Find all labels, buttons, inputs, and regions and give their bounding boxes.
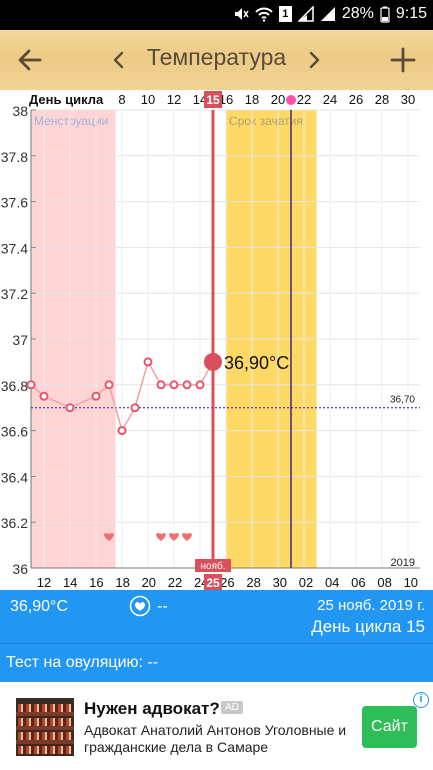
menstruation-label: Менструации: [34, 114, 108, 128]
bottom-tick-label: 02: [299, 575, 313, 590]
top-tick-label: 12: [167, 92, 181, 107]
add-icon[interactable]: [387, 44, 419, 76]
info-bar: 36,90°C -- 25 нояб. 2019 г. День цикла 1…: [0, 590, 433, 643]
y-tick-label: 36: [12, 561, 28, 577]
mute-icon: [234, 8, 249, 20]
temperature-point: [117, 426, 127, 436]
bottom-tick-label: 12: [37, 575, 51, 590]
bottom-tick-label: 30: [273, 575, 287, 590]
top-tick-label: 18: [245, 92, 259, 107]
bottom-tick-label: 26: [220, 575, 234, 590]
temperature-point: [130, 403, 140, 413]
heart-mark: [182, 533, 192, 541]
top-tick-label: 22: [297, 92, 311, 107]
top-tick-label: 14: [193, 92, 207, 107]
ad-image: [16, 698, 74, 756]
selected-temperature-label: 36,90°C: [224, 353, 289, 373]
y-tick-label: 37: [12, 332, 28, 348]
bottom-tick-label: 06: [351, 575, 365, 590]
year-label: 2019: [391, 557, 415, 569]
y-tick-label: 37.4: [1, 240, 28, 256]
selected-date: 25 нояб. 2019 г.: [317, 597, 425, 614]
bottom-tick-label: 10: [404, 575, 418, 590]
y-tick-label: 37.2: [1, 286, 28, 302]
bottom-tick-label: 28: [246, 575, 260, 590]
month-label: нояб.: [200, 560, 225, 572]
ad-info-icon[interactable]: i: [413, 692, 429, 708]
sim-icon: 1: [278, 6, 292, 22]
temperature-point: [182, 380, 192, 390]
ad-headline[interactable]: Нужен адвокат?: [84, 699, 220, 718]
bottom-tick-label: 14: [63, 575, 77, 590]
temperature-point: [65, 403, 75, 413]
intercourse-value: --: [157, 598, 168, 615]
clock: 9:15: [395, 5, 427, 22]
cycle-day: День цикла 15: [311, 617, 425, 636]
y-tick-label: 38: [12, 103, 28, 119]
ad-banner[interactable]: Нужен адвокат? AD Адвокат Анатолий Антон…: [0, 682, 433, 770]
y-tick-label: 36.6: [1, 424, 28, 440]
selected-day-badge: [204, 91, 222, 108]
temperature-point: [91, 391, 101, 401]
top-tick-label: 26: [349, 92, 363, 107]
month-badge: [195, 559, 231, 572]
top-tick-label: 30: [401, 92, 415, 107]
bottom-tick-label: 04: [325, 575, 339, 590]
top-tick-label: 8: [118, 92, 125, 107]
heart-mark: [169, 533, 179, 541]
temperature-point: [195, 380, 205, 390]
battery-icon: [380, 6, 390, 23]
bottom-tick-label: 18: [115, 575, 129, 590]
ovulation-test-row[interactable]: Тест на овуляцию: --: [0, 644, 433, 682]
ovulation-marker: [286, 95, 296, 105]
temperature-chart[interactable]: Менструации Срок зачатия 36 36.2 36.4 36.6 36.…: [0, 90, 433, 590]
bottom-tick-label: 22: [168, 575, 182, 590]
wifi-icon: [255, 7, 273, 22]
coverline-label: 36,70: [390, 395, 415, 406]
status-bar: 1 28% 9:15: [0, 0, 433, 30]
y-tick-label: 37.8: [1, 149, 28, 165]
y-tick-label: 36.4: [1, 469, 28, 485]
y-tick-label: 36.2: [1, 515, 28, 531]
temperature-point: [143, 357, 153, 367]
signal-2-icon: [320, 7, 335, 21]
ad-body: Адвокат Анатолий Антонов Уголовные и гра…: [84, 722, 347, 755]
ad-badge: AD: [221, 701, 243, 714]
back-arrow-icon[interactable]: [14, 44, 46, 76]
y-tick-label: 36.8: [1, 378, 28, 394]
signal-icon: [297, 6, 314, 22]
ovulation-test-label: Тест на овуляцию: --: [6, 654, 159, 671]
temperature-point: [156, 380, 166, 390]
top-tick-label: 16: [219, 92, 233, 107]
selected-temperature: 36,90°C: [10, 598, 68, 615]
heart-mark: [104, 533, 114, 541]
top-tick-label: 24: [323, 92, 337, 107]
toolbar: Температура: [0, 30, 433, 90]
battery-percent: 28%: [341, 5, 374, 22]
chevron-left-icon[interactable]: [110, 48, 128, 72]
selected-day-bottom: 25: [206, 576, 220, 590]
y-tick-label: 37.6: [1, 195, 28, 211]
top-tick-label: 10: [141, 92, 155, 107]
top-tick-label: 28: [375, 92, 389, 107]
heart-icon[interactable]: [129, 595, 151, 617]
selected-day-bottom-badge: [204, 574, 222, 590]
chevron-right-icon[interactable]: [305, 48, 323, 72]
divider: [0, 643, 433, 644]
bottom-tick-label: 20: [142, 575, 156, 590]
heart-mark: [156, 533, 166, 541]
selected-day-top: 15: [206, 93, 220, 107]
temperature-point: [104, 380, 114, 390]
cycle-day-header: День цикла: [29, 92, 104, 107]
bottom-tick-label: 16: [89, 575, 103, 590]
temperature-point: [169, 380, 179, 390]
temperature-point: [39, 391, 49, 401]
bottom-tick-label: 08: [377, 575, 391, 590]
selected-temperature-point: [204, 352, 222, 371]
page-title: Температура: [146, 44, 287, 70]
top-tick-label: 20: [271, 92, 285, 107]
fertile-label: Срок зачатия: [229, 114, 303, 128]
ad-cta-button[interactable]: Сайт: [362, 706, 417, 748]
temperature-point: [26, 380, 36, 390]
